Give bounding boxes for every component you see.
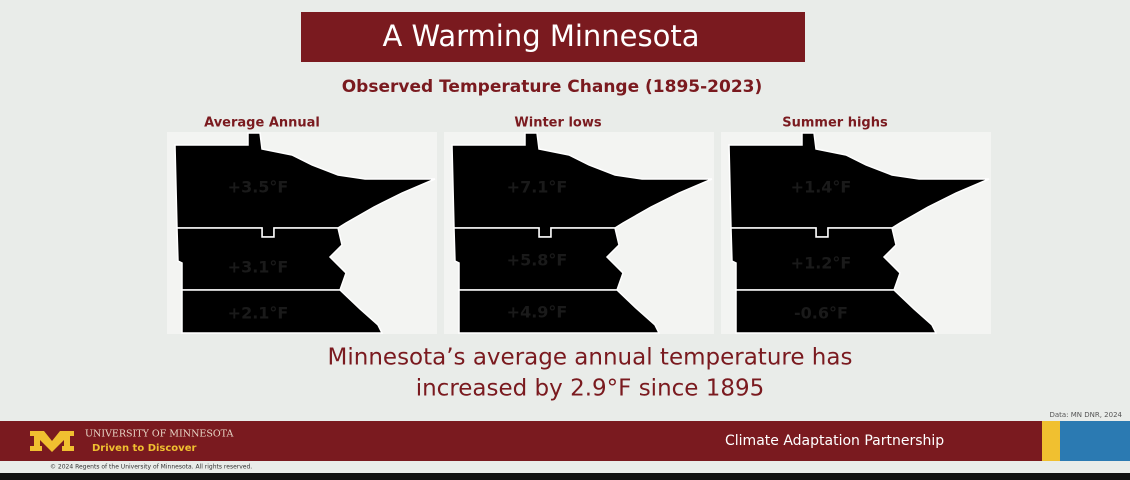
source-note: Data: MN DNR, 2024 (1049, 411, 1122, 419)
tagline: Driven to Discover (92, 443, 196, 454)
footer-band (0, 421, 1042, 461)
region-label: +3.1°F (228, 258, 289, 277)
map-label: Summer highs (782, 116, 888, 131)
title: A Warming Minnesota (382, 19, 699, 53)
region-label: +1.4°F (791, 178, 852, 197)
map: +7.1°F +5.8°F +4.9°F (451, 132, 713, 334)
copyright: © 2024 Regents of the University of Minn… (50, 464, 252, 471)
map: +1.4°F +1.2°F -0.6°F (728, 132, 990, 334)
region-label: +5.8°F (507, 251, 568, 270)
map-label: Average Annual (204, 116, 320, 131)
university-name: UNIVERSITY OF MINNESOTA (85, 429, 233, 440)
region-label: +1.2°F (791, 254, 852, 273)
statement-line: Minnesota’s average annual temperature h… (328, 345, 853, 371)
statement-line: increased by 2.9°F since 1895 (416, 376, 765, 402)
region-label: -0.6°F (794, 304, 848, 323)
region-label: +7.1°F (507, 178, 568, 197)
footer-accent (1060, 421, 1130, 461)
map: +3.5°F +3.1°F +2.1°F (174, 132, 436, 334)
title-box (301, 12, 805, 62)
map-label: Winter lows (514, 116, 601, 131)
logo (30, 431, 74, 452)
region-label: +2.1°F (228, 304, 289, 323)
region-label: +3.5°F (228, 178, 289, 197)
region-label: +4.9°F (507, 303, 568, 322)
footer-accent (1042, 421, 1060, 461)
subtitle: Observed Temperature Change (1895-2023) (342, 77, 763, 97)
bottom-bar (0, 473, 1130, 480)
partnership: Climate Adaptation Partnership (725, 433, 944, 449)
